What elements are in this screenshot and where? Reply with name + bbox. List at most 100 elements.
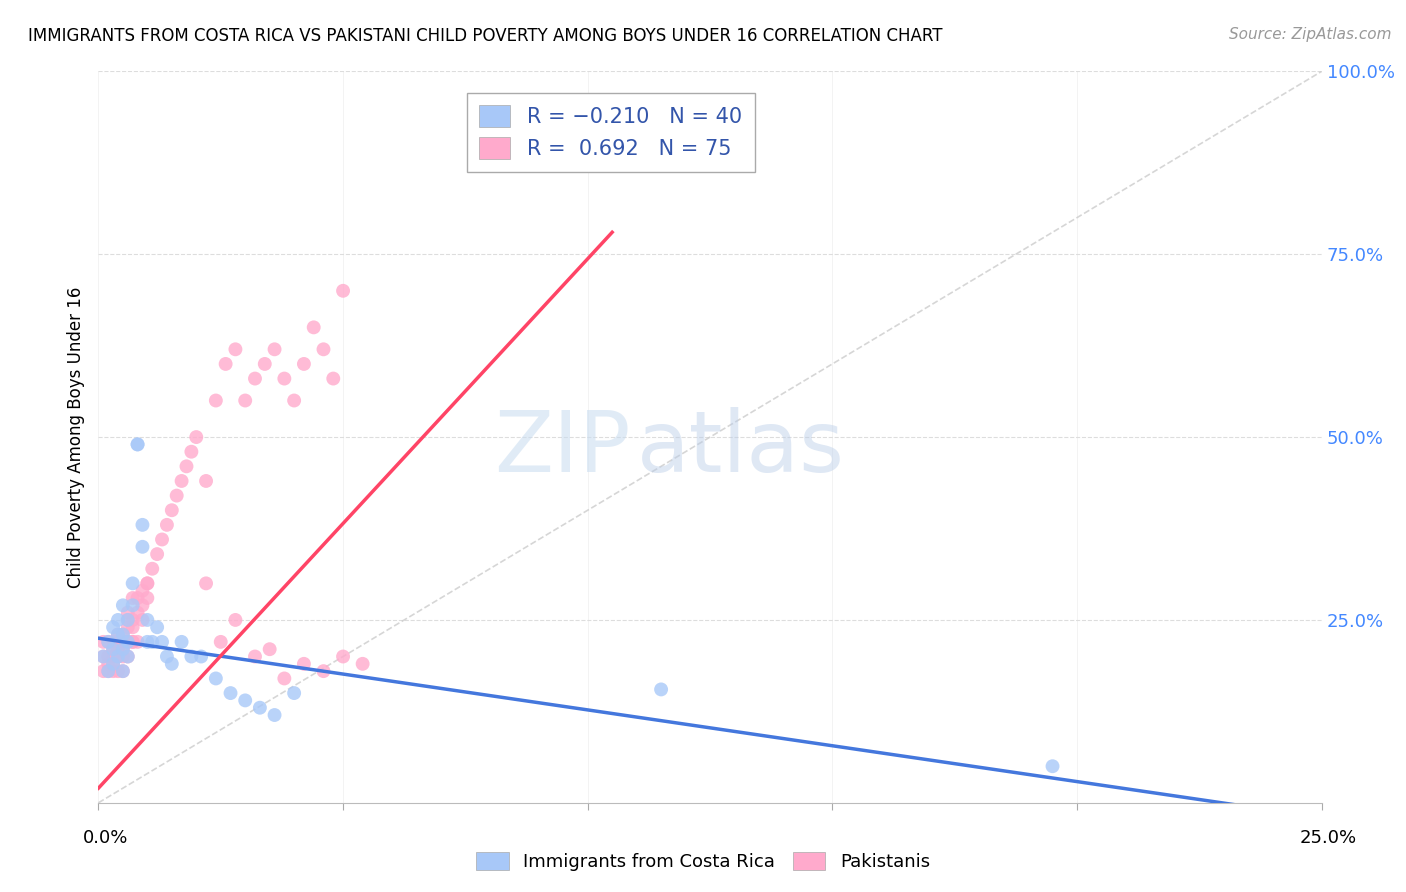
Point [273,371,295,385]
Point [136,576,159,591]
Point [121,635,143,649]
Point [352,657,374,671]
Point [233,693,256,707]
Point [111,664,134,678]
Point [263,343,285,357]
Point [253,357,276,371]
Point [91,649,114,664]
Point [111,599,134,613]
Point [205,393,228,408]
Point [117,649,139,664]
Text: 0.0%: 0.0% [83,829,128,847]
Point [97,635,120,649]
Point [156,649,179,664]
Point [127,591,149,605]
Point [107,627,129,641]
Point [166,489,188,503]
Point [111,664,134,678]
Point [160,657,183,671]
Text: 25.0%: 25.0% [1301,829,1357,847]
Point [190,649,212,664]
Point [156,517,179,532]
Point [131,540,153,554]
Point [127,437,149,451]
Point [117,613,139,627]
Point [127,437,149,451]
Point [150,533,173,547]
Point [97,664,120,678]
Point [180,444,202,458]
Point [101,642,124,657]
Point [650,682,672,697]
Point [111,642,134,657]
Point [111,627,134,641]
Point [111,627,134,641]
Point [101,642,124,657]
Point [117,613,139,627]
Point [117,606,139,620]
Point [224,343,246,357]
Point [283,393,305,408]
Point [121,635,143,649]
Point [283,686,305,700]
Point [111,642,134,657]
Point [127,606,149,620]
Point [107,627,129,641]
Point [292,657,315,671]
Legend: R = −0.210   N = 40, R =  0.692   N = 75: R = −0.210 N = 40, R = 0.692 N = 75 [467,93,755,171]
Point [117,649,139,664]
Text: atlas: atlas [637,407,845,490]
Legend: Immigrants from Costa Rica, Pakistanis: Immigrants from Costa Rica, Pakistanis [468,845,938,879]
Point [97,657,120,671]
Point [141,562,163,576]
Point [180,649,202,664]
Point [121,613,143,627]
Point [101,657,124,671]
Point [141,635,163,649]
Text: Source: ZipAtlas.com: Source: ZipAtlas.com [1229,27,1392,42]
Point [131,599,153,613]
Point [205,672,228,686]
Point [136,591,159,605]
Point [101,635,124,649]
Point [332,284,354,298]
Point [101,649,124,664]
Point [121,576,143,591]
Point [214,357,236,371]
Point [219,686,242,700]
Point [186,430,208,444]
Point [97,649,120,664]
Point [1042,759,1064,773]
Point [146,547,169,561]
Point [111,635,134,649]
Y-axis label: Child Poverty Among Boys Under 16: Child Poverty Among Boys Under 16 [66,286,84,588]
Point [121,591,143,605]
Point [131,613,153,627]
Point [150,635,173,649]
Point [117,635,139,649]
Point [117,635,139,649]
Point [107,642,129,657]
Point [209,635,232,649]
Point [259,642,281,657]
Point [292,357,315,371]
Point [224,613,246,627]
Point [263,708,285,723]
Point [170,474,193,488]
Point [97,635,120,649]
Point [136,635,159,649]
Point [121,599,143,613]
Point [302,320,325,334]
Point [121,620,143,634]
Point [322,371,344,385]
Point [136,613,159,627]
Point [111,649,134,664]
Point [91,635,114,649]
Point [312,664,335,678]
Point [160,503,183,517]
Point [273,672,295,686]
Point [91,649,114,664]
Point [176,459,198,474]
Point [195,474,218,488]
Point [146,620,169,634]
